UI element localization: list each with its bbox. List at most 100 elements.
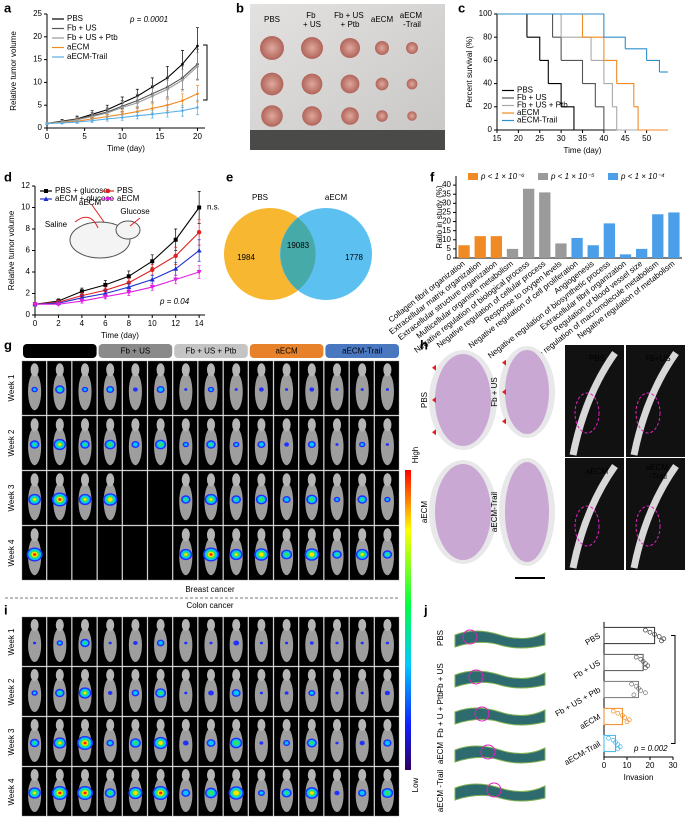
mouse (307, 669, 316, 681)
bone (569, 350, 618, 456)
signal (83, 641, 87, 645)
signal (309, 691, 314, 695)
mouse (30, 473, 39, 487)
signal (108, 641, 112, 645)
bar (458, 245, 470, 258)
mouse (383, 473, 392, 487)
panel-letter: g (4, 337, 12, 352)
mouse (282, 619, 291, 631)
lesion-marker (474, 706, 490, 722)
mouse (30, 418, 39, 432)
point (32, 302, 38, 307)
lesion-marker (486, 782, 502, 798)
panel-letter: i (4, 602, 8, 617)
point (196, 270, 202, 275)
tumor (406, 42, 418, 54)
mouse (30, 769, 39, 781)
point (151, 94, 154, 98)
point (151, 113, 154, 116)
x-tick-label: 6 (103, 319, 108, 328)
point (150, 267, 155, 273)
tumor (302, 106, 322, 126)
mouse (103, 678, 117, 712)
point (638, 688, 644, 693)
lesion-marker (462, 629, 478, 645)
point (196, 92, 199, 96)
mouse (358, 528, 367, 542)
annotation: p = 0.002 (633, 744, 668, 753)
point (196, 44, 199, 48)
photo-label: aECM (420, 501, 429, 524)
legend-label: PBS + glucose (55, 186, 108, 195)
mouse (232, 769, 241, 781)
mouse (30, 528, 39, 542)
signal (133, 442, 138, 447)
point (166, 87, 169, 91)
signal (107, 791, 113, 795)
survival-step (497, 13, 584, 38)
legend-label: aECM (517, 108, 540, 117)
survival-step (603, 59, 618, 84)
y-tick-label: 20 (483, 102, 492, 111)
tumor (301, 73, 323, 95)
x-tick-label: 0 (45, 132, 50, 141)
mouse (55, 418, 64, 432)
mouse (156, 769, 165, 781)
y-tick-label: 5 (38, 100, 43, 109)
mouse (156, 418, 165, 432)
mouse (55, 719, 64, 731)
annotation: p = 0.0001 (129, 15, 168, 24)
signal (158, 442, 164, 447)
lesion-marker (432, 364, 436, 371)
photo-label: aECM (586, 467, 609, 476)
panel-letter: c (458, 0, 465, 15)
point (79, 289, 84, 294)
point (75, 120, 79, 124)
survival-step (582, 83, 596, 107)
legend-marker (43, 196, 49, 201)
signal (259, 741, 264, 745)
point (151, 107, 154, 110)
tumor (406, 78, 418, 90)
y-axis-label: Percent survival (%) (465, 36, 474, 108)
photo-label: PBS (589, 354, 605, 363)
mouse (30, 719, 39, 731)
signal (208, 790, 214, 796)
mouse (332, 769, 342, 781)
point (647, 629, 653, 635)
survival-step (612, 106, 618, 130)
point (135, 114, 139, 117)
mouse (206, 418, 216, 432)
bar (635, 248, 648, 258)
mouse (332, 363, 342, 377)
tumor (260, 72, 284, 96)
photo-label: aECM (371, 15, 394, 24)
point (622, 715, 628, 720)
survival-step (552, 36, 562, 61)
mouse (106, 669, 115, 681)
signal (233, 640, 240, 646)
signal (107, 387, 113, 392)
imaging-cell (97, 525, 122, 581)
inset-mouse (69, 221, 131, 259)
signal (335, 741, 339, 745)
imaging-cell (147, 525, 173, 581)
inset-label: Glucose (120, 207, 150, 216)
point (55, 302, 61, 307)
signal (360, 691, 364, 695)
mouse (55, 769, 64, 781)
mouse (383, 363, 392, 377)
signal (182, 790, 189, 796)
signal (182, 740, 189, 746)
legend-label: aECM-Trail (67, 52, 107, 61)
venn-count: 1778 (345, 253, 363, 262)
signal (309, 791, 314, 795)
panel-letter: j (423, 602, 428, 617)
mouse (181, 363, 190, 377)
colon (454, 783, 546, 802)
tumor (375, 41, 389, 55)
point (196, 65, 199, 68)
mouse (204, 628, 218, 662)
venn-count: 19083 (287, 241, 310, 250)
mouse (257, 418, 266, 432)
